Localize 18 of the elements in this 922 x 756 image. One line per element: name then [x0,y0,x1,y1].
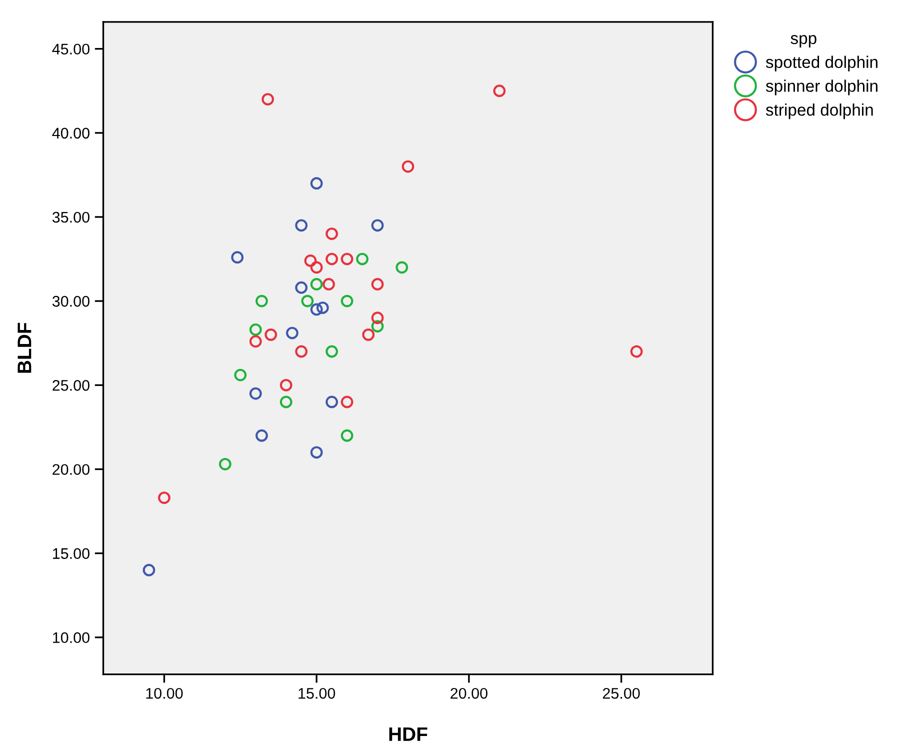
y-axis-title: BLDF [18,322,32,373]
legend-label: spotted dolphin [766,56,878,72]
x-tick-label: 10.00 [146,688,183,699]
y-tick-label: 40.00 [52,128,90,139]
y-tick-label: 35.00 [52,212,90,223]
x-tick-label: 25.00 [602,688,640,699]
x-tick-label: 15.00 [298,688,336,699]
y-tick-label: 25.00 [52,380,90,391]
x-tick-label: 20.00 [450,688,488,699]
y-tick-label: 10.00 [53,632,90,644]
y-tick-label: 15.00 [53,548,90,559]
legend-label: striped dolphin [766,104,873,120]
legend-label: spinner dolphin [766,80,878,96]
x-axis-title: HDF [389,728,428,741]
y-tick-label: 30.00 [52,296,90,307]
y-tick-label: 45.00 [52,44,90,55]
legend-title: spp [790,35,816,48]
y-tick-label: 20.00 [52,464,90,475]
